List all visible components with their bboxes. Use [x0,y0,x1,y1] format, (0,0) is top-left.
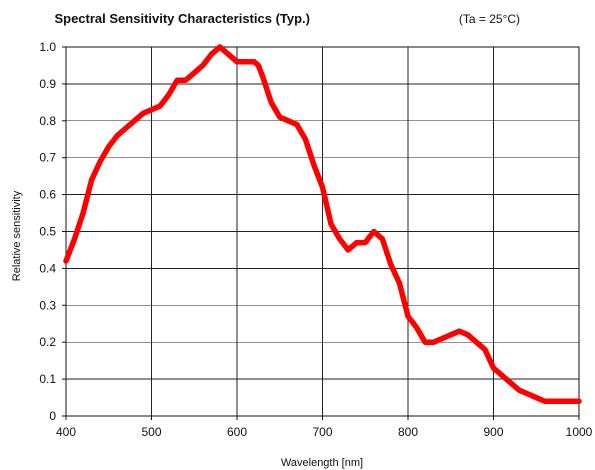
chart-title: Spectral Sensitivity Characteristics (Ty… [54,11,310,26]
y-tick-label: 0.3 [39,298,56,312]
x-tick-label: 400 [56,425,76,439]
series-line [63,44,582,404]
y-axis-label: Relative sensitivity [11,190,23,281]
y-tick-label: 1.0 [39,40,56,54]
grid [66,47,579,416]
x-tick-label: 800 [398,425,418,439]
y-tick-label: 0.6 [39,188,56,202]
x-axis-label: Wavelength [nm] [281,457,363,469]
y-tick-label: 0.1 [39,372,56,386]
y-axis-ticks: 0 0.1 0.2 0.3 0.4 0.5 0.6 0.7 0.8 0.9 1.0 [39,40,66,423]
y-tick-label: 0.2 [39,335,56,349]
y-tick-label: 0.5 [39,225,56,239]
x-tick-label: 600 [227,425,247,439]
y-tick-label: 0.9 [39,77,56,91]
x-tick-label: 500 [141,425,161,439]
x-tick-label: 700 [312,425,332,439]
x-tick-label: 900 [483,425,503,439]
y-tick-label: 0.7 [39,151,56,165]
y-tick-label: 0.4 [39,261,56,275]
y-tick-label: 0 [49,409,56,423]
y-tick-label: 0.8 [39,114,56,128]
x-tick-label: 1000 [566,425,593,439]
x-axis-ticks: 400 500 600 700 800 900 1000 [56,416,593,439]
chart-subtitle: (Ta = 25°C) [459,12,520,26]
